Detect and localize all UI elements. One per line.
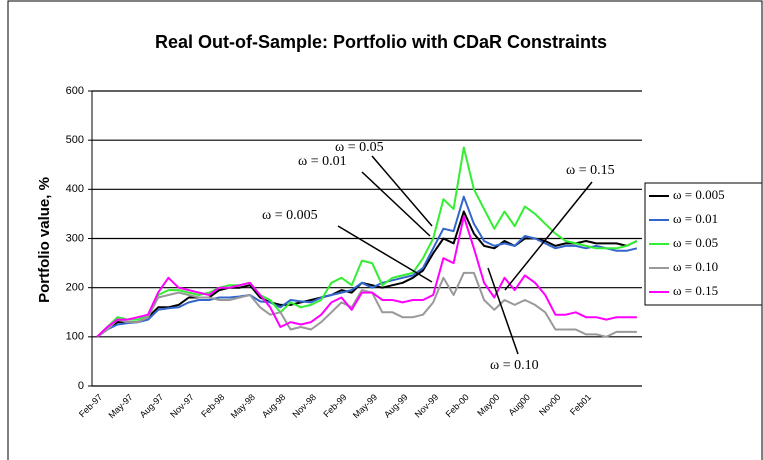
legend-label: ω = 0.005 [673,187,725,202]
series-line [96,215,637,338]
y-tick-label: 400 [66,183,84,195]
chart-border [7,0,763,460]
annotation: ω = 0.01 [298,154,347,169]
series-line [96,146,638,338]
legend-label: ω = 0.15 [673,283,718,298]
arrow [361,171,431,237]
arrow [487,267,519,355]
legend-label: ω = 0.10 [673,259,718,274]
annotation-arrows [337,155,593,355]
y-tick-label: 500 [66,134,84,146]
series-line [96,210,638,338]
legend-label: ω = 0.01 [673,211,718,226]
chart-title: Real Out-of-Sample: Portfolio with CDaR … [155,32,607,52]
y-tick-label: 300 [66,232,84,244]
y-axis-label: Portfolio value, % [36,177,53,303]
series-line [96,195,638,338]
annotation: ω = 0.10 [490,358,539,373]
y-tick-label: 600 [66,85,84,97]
arrow [504,181,593,291]
arrow [371,155,433,227]
annotation: ω = 0.15 [566,163,615,178]
arrow [337,225,433,283]
y-tick-label: 0 [78,380,84,392]
annotation: ω = 0.005 [262,208,318,223]
legend-label: ω = 0.05 [673,235,718,250]
y-tick-label: 100 [66,331,84,343]
series-line [96,271,637,338]
annotation: ω = 0.05 [335,140,384,155]
y-tick-label: 200 [66,282,84,294]
